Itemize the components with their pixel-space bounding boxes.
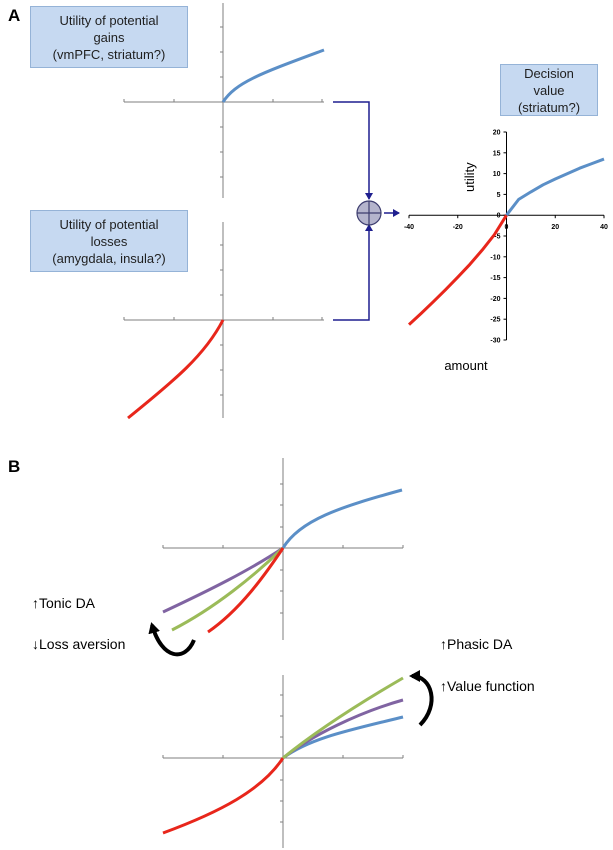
series-line-1 (505, 157, 605, 217)
losses-axes (123, 222, 324, 418)
phasic-da-text: Phasic DA (447, 636, 513, 652)
series-line-2 (407, 214, 508, 326)
x-tick-label: 20 (551, 224, 559, 231)
value-function-text: Value function (447, 678, 535, 694)
tonic-da-text: Tonic DA (39, 595, 96, 611)
phasic-green-curve (282, 676, 404, 760)
tonic-red-curve (207, 547, 285, 634)
gains-box-line-3: (vmPFC, striatum?) (52, 46, 166, 62)
brackets (333, 101, 400, 321)
y-tick-label: -10 (490, 254, 500, 261)
decision-box-line-3: (striatum?) (517, 99, 581, 115)
losses-utility-box: Utility of potential losses (amygdala, i… (30, 210, 188, 272)
y-tick-label: -30 (490, 338, 500, 345)
x-tick-label: 40 (600, 224, 608, 231)
x-tick-label: 0 (505, 224, 509, 231)
up-arrow-icon: ↑ (440, 636, 447, 652)
phasic-purple-curve (282, 698, 404, 760)
phasic-red-curve (162, 757, 285, 835)
tonic-green-curve (171, 546, 285, 632)
losses-box-line-2: losses (90, 233, 128, 249)
sum-node-icon (356, 200, 382, 226)
losses-box-line-3: (amygdala, insula?) (52, 250, 166, 266)
loss-aversion-curved-arrow-icon (148, 622, 196, 657)
gains-curve (221, 48, 325, 103)
y-tick-label: -5 (494, 234, 500, 241)
y-tick-label: -25 (490, 317, 500, 324)
decision-value-box: Decision value (striatum?) (500, 64, 598, 116)
up-arrow-icon: ↑ (32, 595, 39, 611)
value-function-label: ↑Value function (440, 678, 535, 694)
y-axis-label: utility (462, 162, 477, 192)
y-tick-label: -20 (490, 296, 500, 303)
gains-utility-box: Utility of potential gains (vmPFC, stria… (30, 6, 188, 68)
decision-box-line-1: Decision (524, 65, 574, 81)
decision-value-chart: -40 -20 0 20 40 20 15 10 5 0 -5 -10 -15 -20 -25 -30 util… (404, 130, 608, 374)
gains-box-line-1: Utility of potential (59, 12, 159, 28)
losses-curve (127, 319, 225, 420)
y-tick-label: 15 (493, 150, 501, 157)
x-tick-label: -40 (404, 224, 414, 231)
y-tick-label: 5 (497, 192, 501, 199)
y-tick-label: -15 (490, 275, 500, 282)
decision-box-line-2: value (533, 82, 565, 98)
phasic-da-label: ↑Phasic DA (440, 636, 512, 652)
y-tick-label: 10 (493, 171, 501, 178)
y-tick-label: 20 (493, 130, 501, 137)
up-arrow-icon: ↑ (440, 678, 447, 694)
panel-a-letter: A (8, 6, 21, 25)
tonic-gain-curve (281, 488, 403, 549)
down-arrow-icon: ↓ (32, 636, 39, 652)
x-tick-label: -20 (453, 224, 463, 231)
gains-box-line-2: gains (93, 29, 125, 45)
tonic-purple-curve (162, 546, 284, 614)
loss-aversion-text: Loss aversion (39, 636, 126, 652)
panel-b-letter: B (8, 457, 21, 476)
x-axis-label: amount (444, 358, 488, 373)
tonic-da-label: ↑Tonic DA (32, 595, 95, 611)
value-function-curved-arrow-icon (409, 670, 434, 727)
y-tick-label: 0 (497, 213, 501, 220)
loss-aversion-label: ↓Loss aversion (32, 636, 125, 652)
losses-box-line-1: Utility of potential (59, 216, 159, 232)
